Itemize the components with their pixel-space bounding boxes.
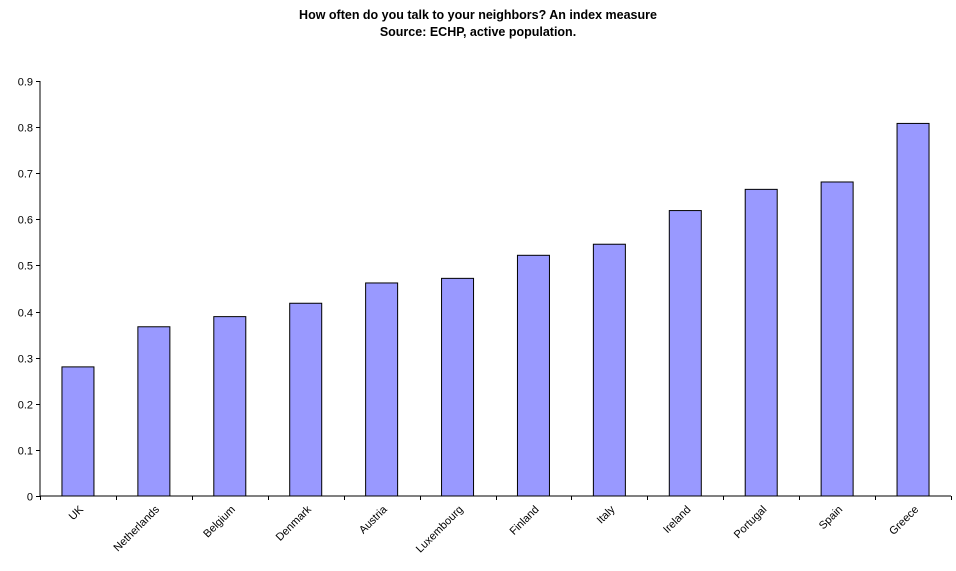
plot-area: 0 0.1 0.2 0.3 0.4 0.5 0.6 0.7 0.8 0.9 UK Netherland… bbox=[18, 77, 952, 556]
chart-title: How often do you talk to your neighbors?… bbox=[299, 8, 657, 22]
bar-finland bbox=[516, 254, 550, 497]
x-tick-label: Luxembourg bbox=[414, 504, 466, 556]
bar-austria bbox=[365, 282, 399, 497]
x-tick-label: Netherlands bbox=[112, 503, 163, 554]
y-tick-label: 0.4 bbox=[18, 308, 33, 320]
y-tick-label: 0 bbox=[27, 492, 33, 504]
bar-spain bbox=[820, 181, 854, 497]
bar-greece bbox=[896, 122, 930, 497]
x-tick-label: Finland bbox=[508, 504, 542, 538]
chart-subtitle: Source: ECHP, active population. bbox=[379, 25, 577, 39]
x-tick-label: Spain bbox=[817, 504, 845, 532]
y-tick-label: 0.3 bbox=[18, 354, 33, 366]
y-tick-label: 0.1 bbox=[18, 446, 33, 458]
bar-netherlands bbox=[137, 326, 171, 497]
chart-title-block: How often do you talk to your neighbors?… bbox=[0, 7, 956, 41]
y-tick-label: 0.5 bbox=[18, 261, 33, 273]
bar-ireland bbox=[668, 210, 702, 497]
x-tick-label: Belgium bbox=[201, 504, 238, 541]
bar-belgium bbox=[213, 316, 247, 497]
y-tick-label: 0.7 bbox=[18, 169, 33, 181]
bar-denmark bbox=[289, 302, 323, 497]
y-tick-label: 0.8 bbox=[18, 123, 33, 135]
x-tick-label: Portugal bbox=[732, 504, 769, 541]
x-tick-label: Austria bbox=[357, 503, 390, 536]
x-tick-label: UK bbox=[67, 503, 87, 523]
x-tick-label: Greece bbox=[887, 504, 921, 538]
y-tick-label: 0.9 bbox=[18, 77, 33, 89]
x-tick-label: Ireland bbox=[661, 504, 693, 536]
y-tick-label: 0.6 bbox=[18, 215, 33, 227]
bar-luxembourg bbox=[441, 277, 475, 497]
y-tick-label: 0.2 bbox=[18, 400, 33, 412]
x-tick-label: Italy bbox=[595, 503, 618, 526]
x-tick-label: Denmark bbox=[274, 503, 314, 543]
bar-italy bbox=[592, 243, 626, 497]
bar-portugal bbox=[744, 188, 778, 497]
bar-uk bbox=[61, 366, 95, 497]
